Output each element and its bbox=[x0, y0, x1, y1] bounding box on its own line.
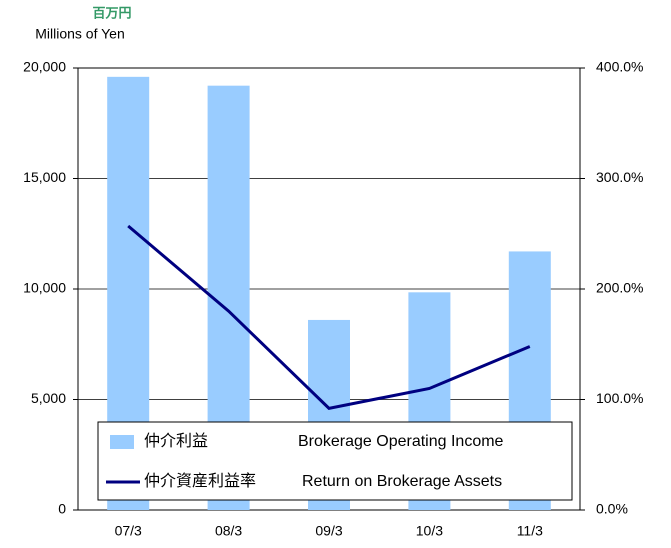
legend-box bbox=[97, 421, 573, 501]
legend-label-en: Brokerage Operating Income bbox=[298, 433, 504, 450]
x-tick-label: 07/3 bbox=[115, 523, 142, 539]
y-tick-label: 5,000 bbox=[31, 390, 66, 406]
x-tick-label: 10/3 bbox=[416, 523, 443, 539]
legend-label-en: Return on Brokerage Assets bbox=[302, 473, 502, 490]
x-tick-label: 08/3 bbox=[215, 523, 242, 539]
legend-label: 仲介利益 bbox=[144, 432, 208, 450]
y-tick-label: 15,000 bbox=[23, 169, 66, 185]
legend-label: 仲介資産利益率 bbox=[144, 472, 256, 490]
line bbox=[127, 224, 531, 410]
y-tick-label: 10,000 bbox=[23, 280, 66, 296]
legend-swatch bbox=[110, 435, 134, 449]
unit-label-ja: 百万円 bbox=[92, 5, 131, 20]
y2-tick-label: 0.0% bbox=[596, 501, 628, 517]
y2-tick-label: 200.0% bbox=[596, 280, 643, 296]
unit-label: Millions of Yen bbox=[35, 26, 125, 42]
x-tick-label: 09/3 bbox=[315, 523, 342, 539]
y-tick-label: 20,000 bbox=[23, 59, 66, 75]
y-tick-label: 0 bbox=[58, 501, 66, 517]
x-tick-label: 11/3 bbox=[517, 523, 543, 539]
y2-tick-label: 300.0% bbox=[596, 169, 643, 185]
y2-tick-label: 100.0% bbox=[596, 390, 643, 406]
y2-tick-label: 400.0% bbox=[596, 59, 643, 75]
